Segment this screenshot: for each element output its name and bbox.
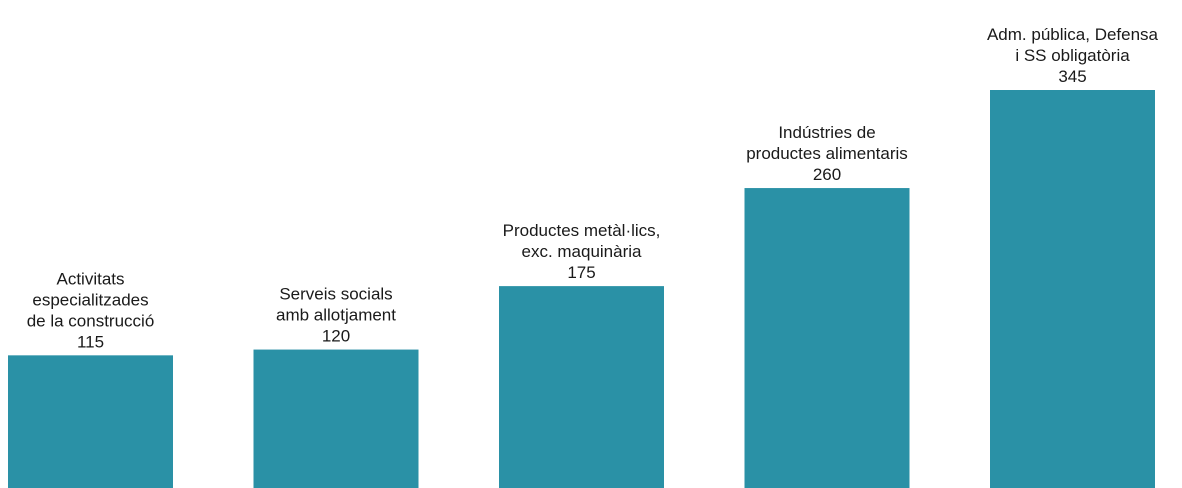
category-label-5-line-2: i SS obligatòria [1015,46,1130,65]
category-label-2-line-2: amb allotjament [276,306,396,325]
bar-3 [499,286,664,488]
category-label-1-line-1: Activitats [56,269,124,288]
value-label-3: 175 [567,263,595,282]
category-label-1-line-3: de la construcció [27,311,155,330]
category-label-4-line-1: Indústries de [778,123,875,142]
category-label-4-line-2: productes alimentaris [746,144,908,163]
value-label-5: 345 [1058,67,1086,86]
value-label-2: 120 [322,327,350,346]
category-label-3-line-1: Productes metàl·lics, [503,221,661,240]
category-label-1-line-2: especialitzades [32,290,148,309]
category-label-5-line-1: Adm. pública, Defensa [987,25,1159,44]
bar-5 [990,90,1155,488]
value-label-4: 260 [813,165,841,184]
bar-4 [744,188,910,488]
category-label-3-line-2: exc. maquinària [521,242,642,261]
value-label-1: 115 [77,332,104,351]
bar-1 [8,355,173,488]
category-label-2-line-1: Serveis socials [279,285,392,304]
bars-group [8,90,1155,488]
bar-2 [253,349,419,488]
labels-group: 115 Activitats especialitzades de la constr… [27,25,1159,351]
